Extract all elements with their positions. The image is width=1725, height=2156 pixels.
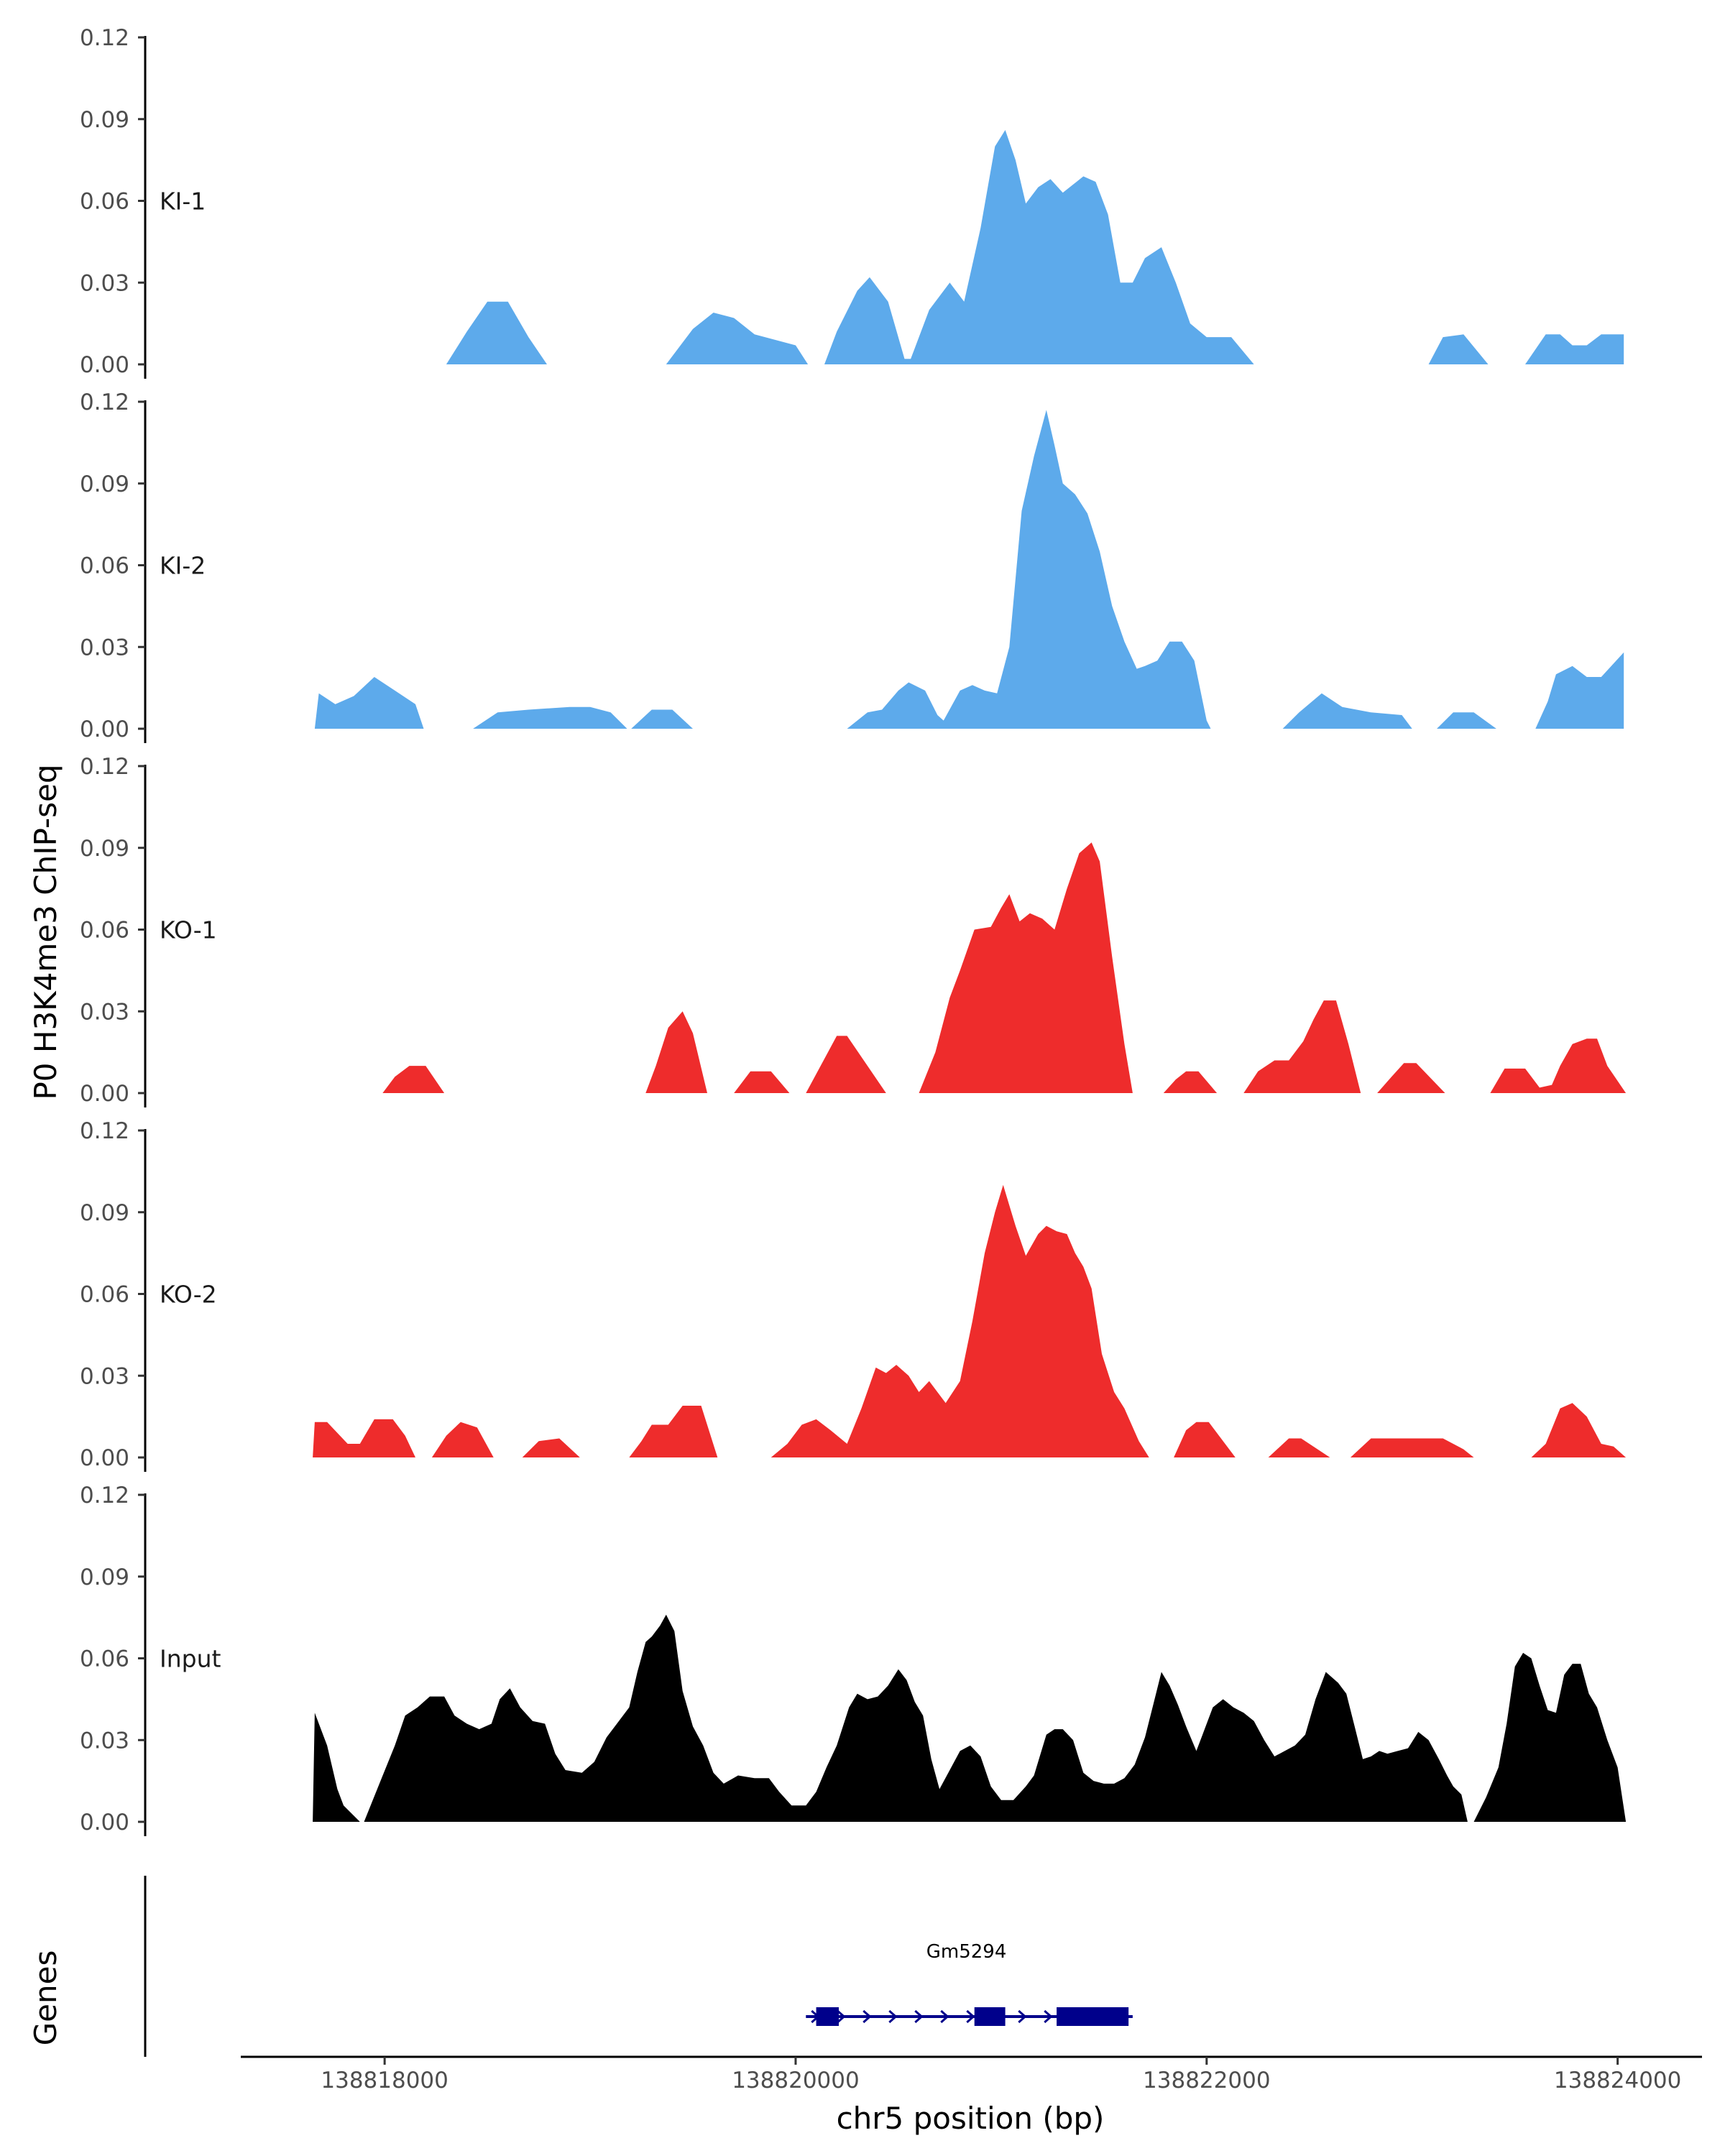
x-tick-label: 138818000 [321,2068,448,2093]
signal-area [1282,693,1412,729]
x-axis-title: chr5 position (bp) [837,2101,1105,2136]
gene-exon [974,2007,1006,2026]
signal-area [313,1713,360,1822]
strand-arrow [1044,2009,1053,2024]
y-tick-label: 0.12 [80,1483,129,1508]
gene-exon [1057,2007,1129,2026]
track-label: Input [160,1645,221,1673]
x-axis: 138818000 138820000 138822000 138824000 [241,2055,1702,2093]
signal-area [1473,1652,1627,1822]
y-tick-label: 0.12 [80,754,129,780]
signal-area [473,706,627,729]
signal-area [847,410,1211,729]
y-tick-label: 0.03 [80,1728,129,1754]
y-tick-label: 0.06 [80,189,129,215]
y-tick-label: 0.09 [80,1565,129,1590]
signal-area [1243,1000,1361,1093]
y-tick-label: 0.00 [80,1810,129,1835]
gene-label: Gm5294 [926,1941,1007,1963]
x-tick-label: 138824000 [1554,2068,1682,2093]
signal-area [1531,1403,1627,1457]
y-axis-title: P0 H3K4me3 ChIP-seq [28,764,63,1100]
y-tick-label: 0.06 [80,1646,129,1672]
signal-area [1174,1422,1236,1457]
y-tick-label: 0.00 [80,352,129,378]
signal-area [314,677,424,729]
signal-area [1268,1438,1330,1457]
gene-exon [816,2007,840,2026]
y-tick-label: 0.09 [80,1200,129,1226]
track-ki-1: 0.00 0.03 0.06 0.09 0.12 KI-1 [80,25,1624,379]
track-ko-2: 0.00 0.03 0.06 0.09 0.12 KO-2 [80,1118,1627,1472]
signal-area [1377,1063,1445,1093]
signal-area [382,1066,445,1093]
signal-area [1525,334,1624,364]
signal-area [446,301,547,364]
y-tick-label: 0.12 [80,25,129,51]
signal-area [1437,712,1496,729]
signal-area [770,1184,1149,1457]
track-label: KI-1 [160,188,206,216]
signal-area [645,1011,707,1093]
track-ki-2: 0.00 0.03 0.06 0.09 0.12 KI-2 [80,390,1624,743]
signal-area [1428,334,1489,364]
genes-layer: Gm5294 [144,1876,1133,2057]
track-label: KO-2 [160,1281,217,1309]
signal-area [631,709,693,729]
y-tick-label: 0.12 [80,1118,129,1144]
strand-arrow [914,2009,924,2024]
signal-area [1490,1038,1627,1093]
track-ko-1: 0.00 0.03 0.06 0.09 0.12 KO-1 [80,754,1627,1107]
strand-arrow [940,2009,949,2024]
y-tick-label: 0.09 [80,471,129,497]
signal-area [919,842,1133,1093]
track-input: 0.00 0.03 0.06 0.09 0.12 Input [80,1483,1627,1836]
signal-area [313,1419,415,1457]
y-tick-label: 0.00 [80,1445,129,1471]
y-tick-label: 0.03 [80,999,129,1025]
strand-arrow [1018,2009,1027,2024]
y-tick-label: 0.12 [80,390,129,415]
gene-model: Gm5294 [806,1941,1133,2026]
signal-area [522,1438,580,1457]
y-tick-label: 0.03 [80,270,129,296]
signal-area [824,129,1254,364]
x-tick-label: 138822000 [1143,2068,1271,2093]
y-tick-label: 0.00 [80,1081,129,1107]
genes-axis-title: Genes [28,1950,63,2046]
y-tick-label: 0.06 [80,918,129,944]
y-tick-label: 0.06 [80,1282,129,1308]
signal-area [629,1406,718,1457]
strand-arrow [966,2009,975,2024]
signal-area [666,313,809,364]
y-tick-label: 0.06 [80,553,129,579]
signal-area [1535,652,1624,729]
y-tick-label: 0.03 [80,1363,129,1389]
y-tick-label: 0.03 [80,635,129,660]
strand-arrow [888,2009,898,2024]
y-tick-label: 0.09 [80,836,129,862]
track-label: KI-2 [160,552,206,580]
y-tick-label: 0.09 [80,107,129,133]
signal-area [806,1036,886,1093]
track-label: KO-1 [160,916,217,944]
strand-arrow [837,2009,846,2024]
signal-area [431,1422,494,1457]
signal-area [1350,1438,1474,1457]
tracks-layer: 0.00 0.03 0.06 0.09 0.12 KI-1 0.00 0.03 0.06 0.09… [80,25,1627,1836]
x-tick-label: 138820000 [732,2068,860,2093]
signal-area [364,1614,1468,1822]
y-tick-label: 0.00 [80,717,129,742]
signal-area [1163,1071,1218,1093]
signal-area [734,1071,790,1093]
strand-arrow [862,2009,872,2024]
